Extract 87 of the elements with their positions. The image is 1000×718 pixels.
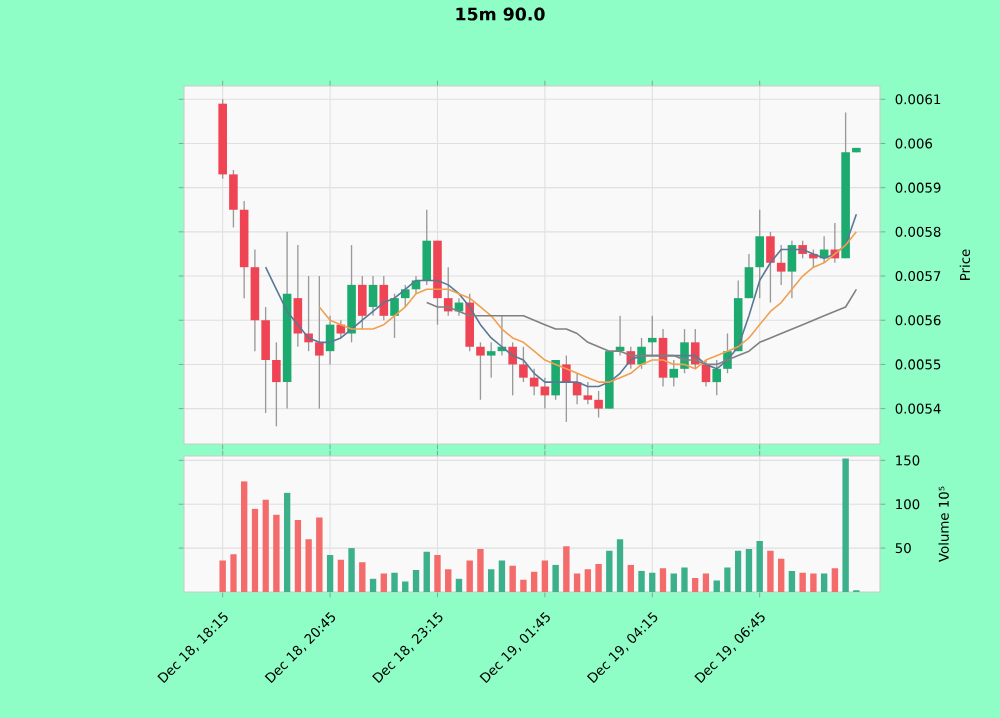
bar (530, 571, 538, 592)
bar (638, 570, 645, 592)
bar (831, 568, 839, 592)
bar (466, 560, 473, 592)
bar (799, 572, 806, 592)
bar (348, 548, 355, 592)
bar (337, 559, 345, 592)
candlestick (712, 359, 722, 397)
candlestick (583, 381, 593, 405)
bar (563, 546, 570, 592)
bar (359, 562, 366, 592)
bar (445, 569, 452, 592)
candlestick (476, 341, 485, 401)
bar (735, 550, 742, 592)
bar (283, 492, 291, 592)
bar (756, 541, 763, 592)
candlestick (261, 306, 270, 414)
bar (724, 567, 731, 592)
candlestick (669, 359, 679, 388)
bar (820, 573, 828, 592)
candlestick (648, 315, 657, 357)
bar (294, 520, 302, 592)
bar (649, 572, 656, 592)
bar (842, 458, 849, 592)
bar (498, 560, 506, 592)
bar (455, 578, 463, 592)
bar (627, 564, 635, 592)
candlestick (400, 284, 410, 308)
bar (262, 499, 269, 592)
bar (584, 569, 592, 592)
bar (316, 517, 323, 592)
bar (240, 481, 248, 592)
bar (487, 569, 495, 592)
candlestick (486, 341, 496, 379)
bar (412, 570, 420, 592)
bar (595, 563, 602, 592)
bar (305, 539, 312, 592)
bar (788, 570, 796, 592)
bar (692, 577, 699, 592)
candlestick (358, 275, 367, 330)
bar (402, 581, 409, 592)
bar (681, 567, 688, 592)
bar (745, 548, 753, 592)
bar (573, 573, 581, 592)
bar (230, 554, 237, 592)
candlestick (229, 169, 238, 229)
bar (369, 578, 377, 592)
bar (606, 550, 613, 592)
bar (616, 539, 624, 592)
candlestick (755, 209, 764, 299)
chart-title: 15m 90.0 (456, 7, 545, 21)
candlestick (390, 293, 399, 339)
bar (477, 548, 484, 592)
candlestick (272, 341, 281, 427)
candlestick (422, 209, 432, 286)
candlestick (465, 293, 474, 352)
candlestick (594, 390, 603, 419)
candlestick (529, 368, 539, 397)
bar (219, 560, 226, 592)
bar (434, 555, 441, 592)
bar (520, 579, 527, 592)
candlestick (744, 253, 754, 299)
candlestick (776, 244, 786, 286)
bar (670, 573, 677, 592)
bar (777, 558, 785, 592)
bar (251, 508, 259, 592)
bar (423, 551, 430, 592)
bar (659, 568, 667, 592)
bar (713, 580, 720, 592)
candlestick (368, 275, 378, 317)
bar (509, 565, 516, 592)
candlestick (315, 275, 324, 410)
bar (541, 560, 549, 592)
bar (552, 564, 559, 592)
bar (767, 550, 774, 592)
bar (326, 555, 334, 592)
bar (380, 573, 387, 592)
bar (810, 573, 817, 592)
candlestick (519, 346, 528, 383)
bar (273, 514, 280, 592)
bar (702, 573, 710, 592)
bar (391, 572, 398, 592)
candlestick (562, 354, 571, 423)
candlestick (551, 359, 560, 401)
candlestick (766, 231, 775, 304)
candlestick (379, 275, 389, 321)
candlestick (787, 240, 797, 299)
